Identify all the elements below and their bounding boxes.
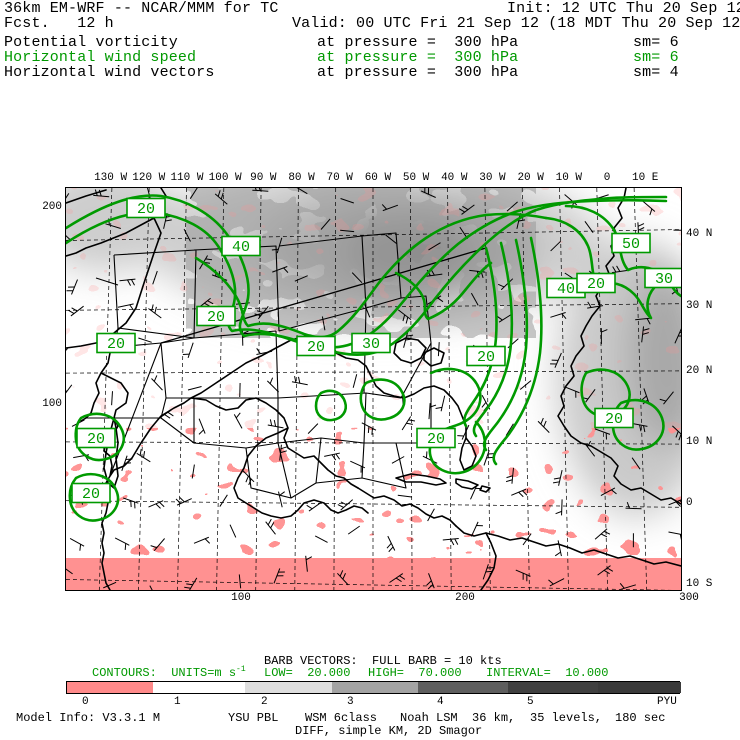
svg-text:20: 20 (82, 486, 100, 503)
svg-text:40: 40 (557, 281, 575, 298)
svg-text:20: 20 (587, 276, 605, 293)
svg-text:20: 20 (477, 349, 495, 366)
svg-text:20: 20 (137, 201, 155, 218)
svg-text:30: 30 (655, 271, 673, 288)
svg-text:20: 20 (427, 431, 445, 448)
svg-text:30: 30 (362, 336, 380, 353)
svg-text:20: 20 (107, 336, 125, 353)
svg-text:50: 50 (622, 236, 640, 253)
svg-text:20: 20 (307, 339, 325, 356)
svg-text:40: 40 (232, 239, 250, 256)
svg-text:20: 20 (87, 431, 105, 448)
svg-text:20: 20 (605, 411, 623, 428)
svg-text:20: 20 (207, 309, 225, 326)
